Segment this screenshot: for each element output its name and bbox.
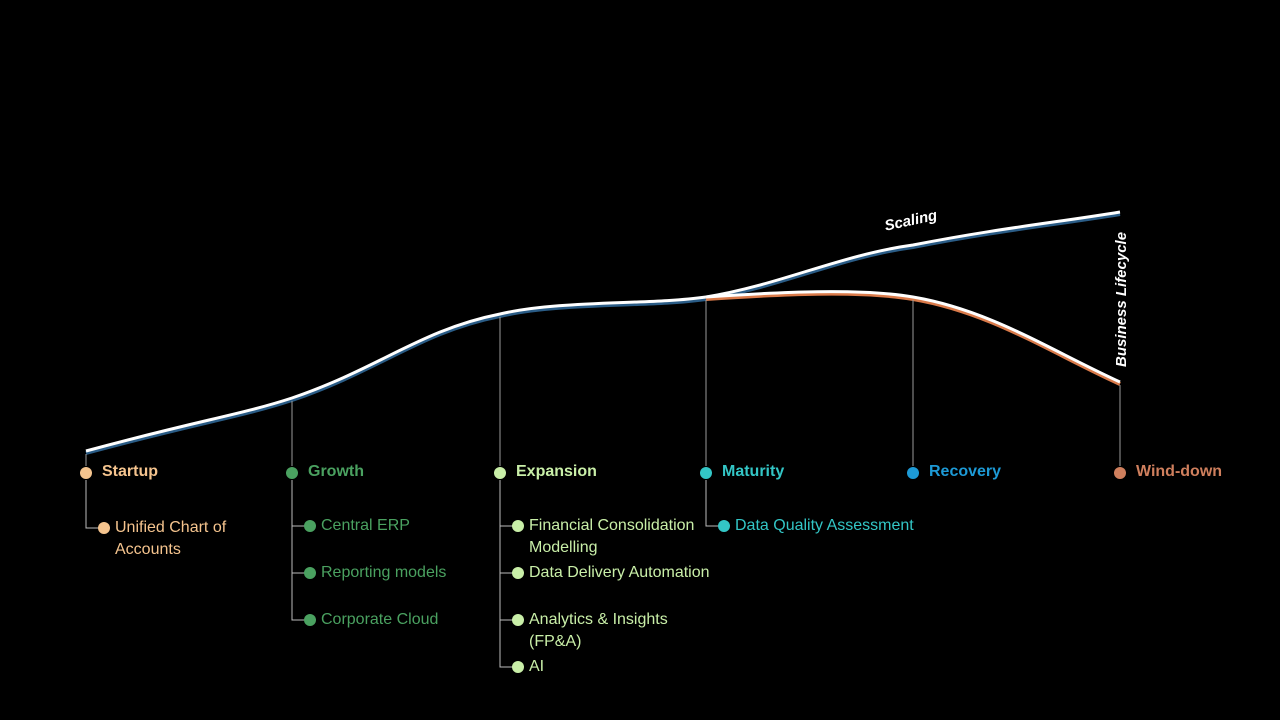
stage-dot-maturity <box>700 467 712 479</box>
stage-label-growth: Growth <box>308 463 364 480</box>
item-connector <box>291 526 310 574</box>
item-label: Analytics & Insights (FP&A) <box>529 611 668 650</box>
item-dot <box>718 520 730 532</box>
stage-label-winddown: Wind-down <box>1136 463 1223 480</box>
item-connector <box>291 573 310 621</box>
stage-label-maturity: Maturity <box>722 463 785 480</box>
item-connector <box>291 480 310 527</box>
decline-curve <box>705 290 1121 384</box>
business-lifecycle-label: Business Lifecycle <box>1113 231 1130 367</box>
item-connector <box>499 620 518 668</box>
item-label: Financial Consolidation Modelling <box>529 517 695 556</box>
stage-dot-startup <box>80 467 92 479</box>
item-dot <box>98 522 110 534</box>
item-label: Data Delivery Automation <box>529 564 710 581</box>
item-dot <box>304 567 316 579</box>
scaling-curve <box>85 210 1121 453</box>
item-dot <box>512 567 524 579</box>
item-connector <box>499 526 518 574</box>
item-connector <box>499 573 518 621</box>
decline-curve-shadow <box>705 291 1121 386</box>
item-dot <box>304 520 316 532</box>
item-label: Data Quality Assessment <box>735 517 914 534</box>
stage-label-startup: Startup <box>102 463 158 480</box>
item-dot <box>512 614 524 626</box>
item-connector <box>499 480 518 527</box>
item-label: Central ERP <box>321 517 410 534</box>
item-connector <box>85 480 104 529</box>
scaling-curve-shadow <box>85 212 1121 455</box>
item-dot <box>304 614 316 626</box>
item-label: Corporate Cloud <box>321 611 439 628</box>
item-label: AI <box>529 658 545 675</box>
item-dot <box>512 661 524 673</box>
stage-label-expansion: Expansion <box>516 463 597 480</box>
stage-dot-winddown <box>1114 467 1126 479</box>
stage-dot-expansion <box>494 467 506 479</box>
stage-dot-recovery <box>907 467 919 479</box>
item-dot <box>512 520 524 532</box>
item-label: Unified Chart of Accounts <box>115 519 227 558</box>
stage-dot-growth <box>286 467 298 479</box>
stage-label-recovery: Recovery <box>929 463 1002 480</box>
item-label: Reporting models <box>321 564 447 581</box>
